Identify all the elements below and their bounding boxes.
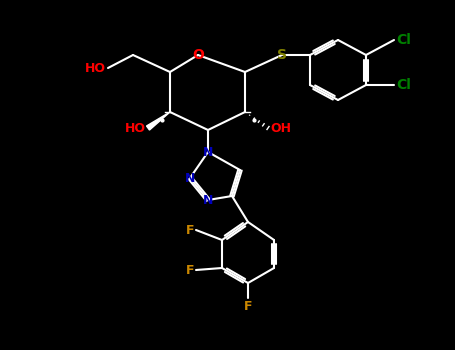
Text: S: S [277,48,287,62]
Text: HO: HO [85,62,106,75]
Text: N: N [203,194,213,206]
Text: HO: HO [125,121,146,134]
Text: N: N [203,146,213,159]
Polygon shape [147,112,170,130]
Text: Cl: Cl [396,78,411,92]
Text: N: N [185,172,195,184]
Text: OH: OH [270,121,291,134]
Text: F: F [186,264,194,276]
Text: F: F [244,300,252,313]
Text: F: F [186,224,194,237]
Text: Cl: Cl [396,33,411,47]
Text: O: O [192,48,204,62]
